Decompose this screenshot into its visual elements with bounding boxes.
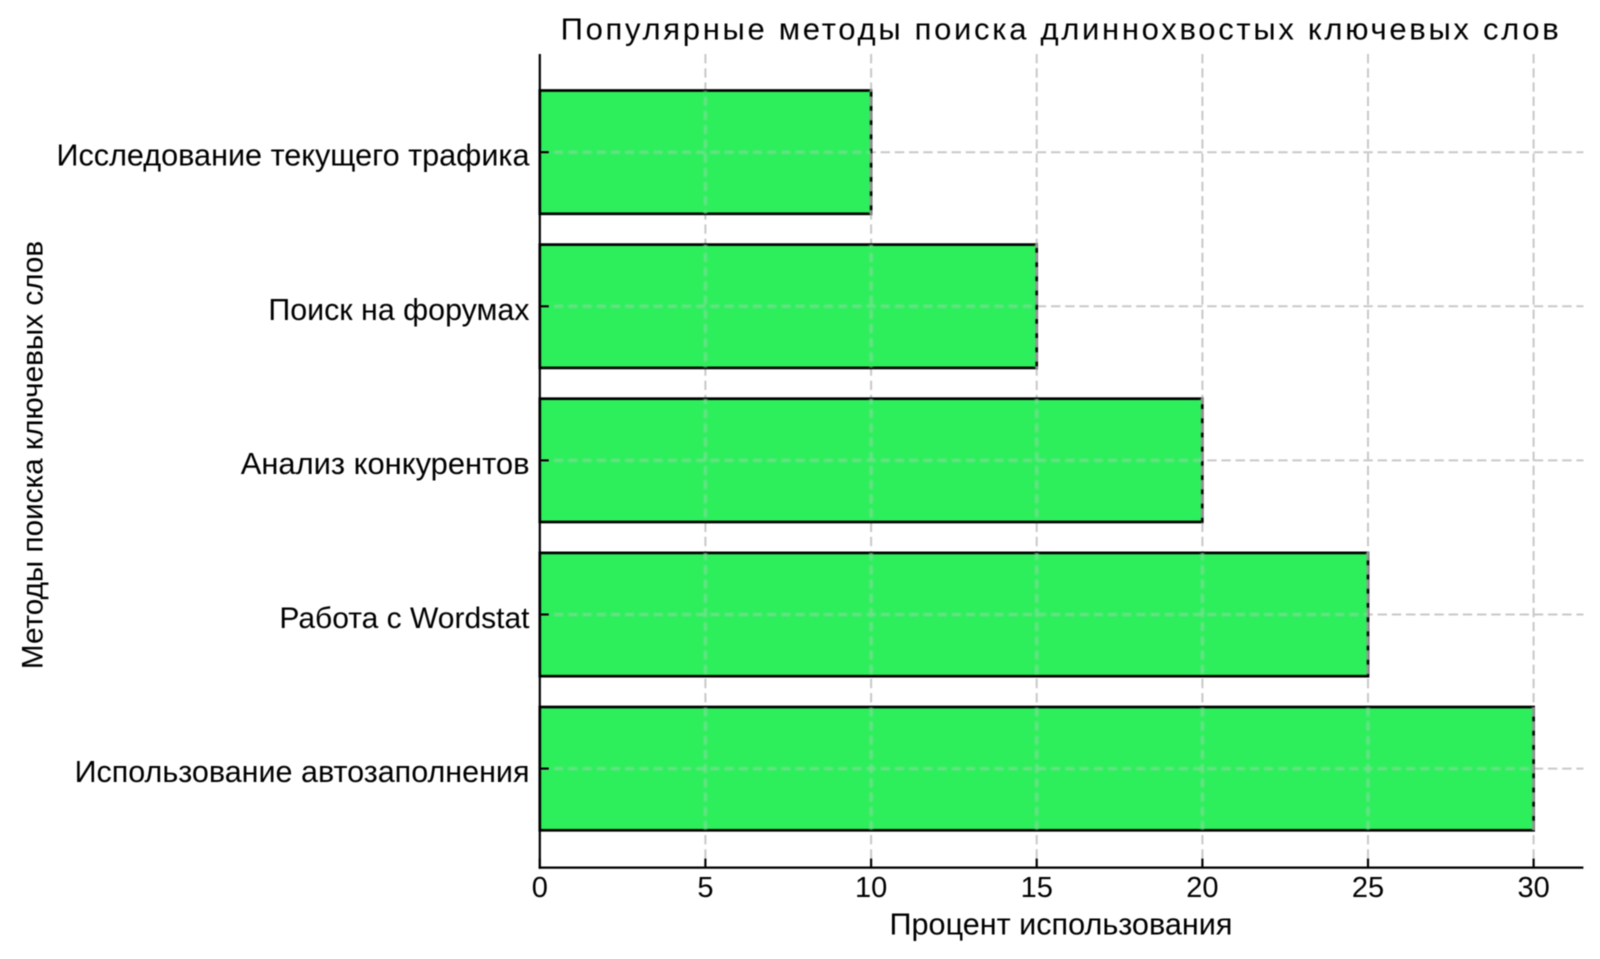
- svg-text:Поиск на форумах: Поиск на форумах: [268, 293, 529, 327]
- svg-text:Исследование текущего трафика: Исследование текущего трафика: [57, 139, 531, 173]
- svg-text:Использование автозаполнения: Использование автозаполнения: [75, 755, 530, 789]
- svg-text:30: 30: [1517, 872, 1549, 904]
- svg-text:15: 15: [1021, 872, 1053, 904]
- svg-text:Процент использования: Процент использования: [890, 907, 1233, 941]
- svg-text:Методы поиска ключевых слов: Методы поиска ключевых слов: [17, 241, 50, 669]
- svg-text:Популярные методы поиска длинн: Популярные методы поиска длиннохвостых к…: [561, 11, 1562, 46]
- svg-text:Анализ конкурентов: Анализ конкурентов: [241, 446, 530, 481]
- svg-text:0: 0: [532, 872, 548, 904]
- svg-text:5: 5: [697, 872, 713, 904]
- svg-text:Работа с Wordstat: Работа с Wordstat: [279, 602, 530, 635]
- svg-text:25: 25: [1352, 872, 1384, 904]
- svg-text:10: 10: [855, 872, 887, 904]
- svg-text:20: 20: [1186, 872, 1218, 904]
